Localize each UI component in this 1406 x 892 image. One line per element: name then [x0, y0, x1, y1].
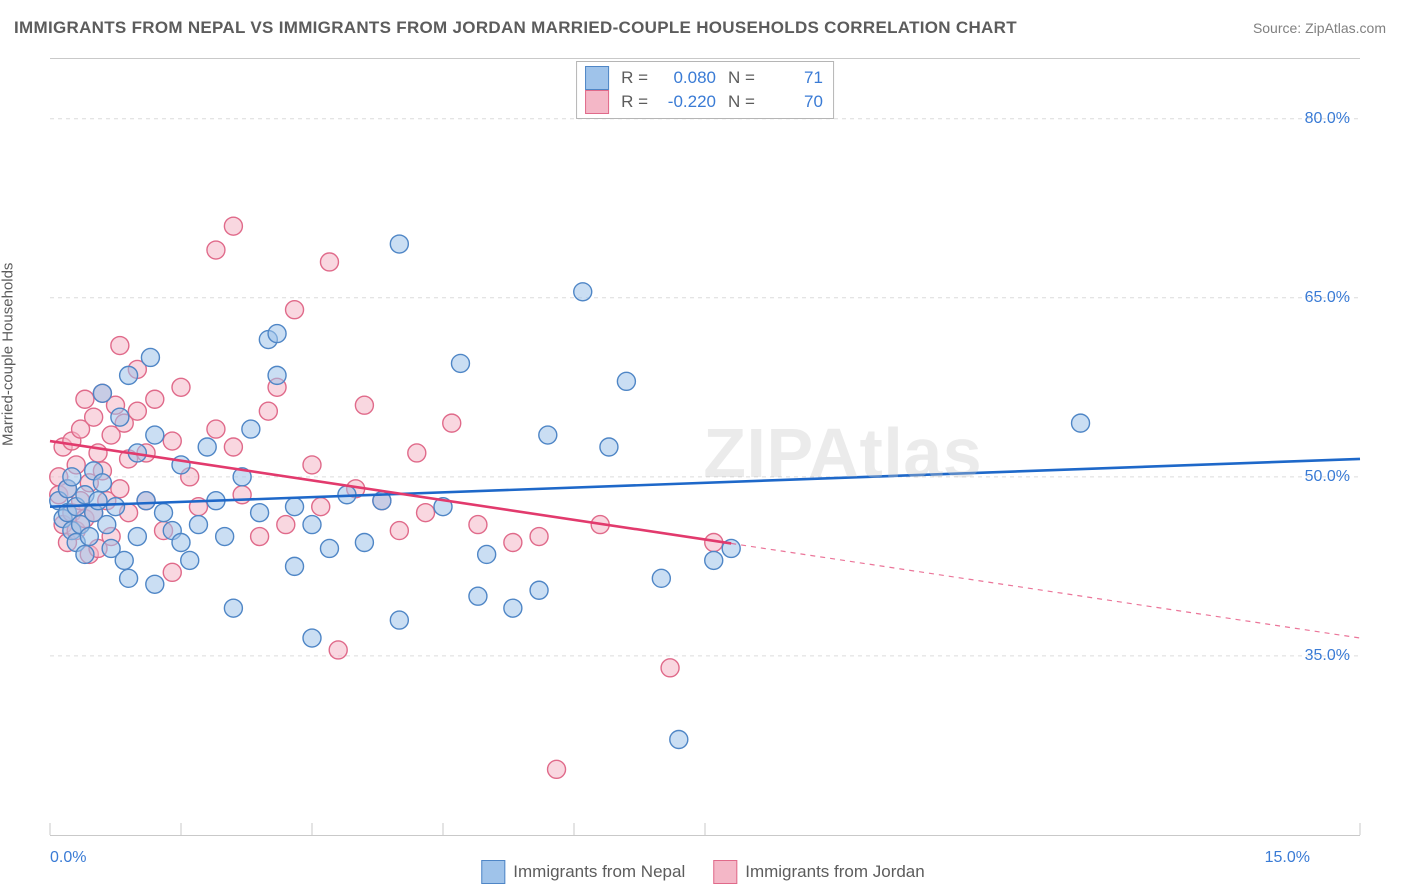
series-legend: Immigrants from Nepal Immigrants from Jo… [481, 860, 924, 884]
y-axis-label: Married-couple Households [0, 263, 17, 446]
swatch-jordan [713, 860, 737, 884]
y-tick-label: 65.0% [1305, 289, 1350, 307]
legend-item-nepal: Immigrants from Nepal [481, 860, 685, 884]
chart-container: IMMIGRANTS FROM NEPAL VS IMMIGRANTS FROM… [0, 0, 1406, 892]
legend-label-nepal: Immigrants from Nepal [513, 862, 685, 882]
plot-area: ZIPAtlas R = 0.080 N = 71 R = -0.220 N =… [50, 58, 1360, 836]
stat-r-nepal: 0.080 [656, 66, 716, 90]
stat-label-r: R = [621, 90, 648, 114]
stats-row-jordan: R = -0.220 N = 70 [585, 90, 823, 114]
swatch-nepal [585, 66, 609, 90]
y-tick-label: 80.0% [1305, 110, 1350, 128]
legend-label-jordan: Immigrants from Jordan [745, 862, 925, 882]
stat-r-jordan: -0.220 [656, 90, 716, 114]
stat-label-n: N = [728, 90, 755, 114]
x-tick-max: 15.0% [1265, 849, 1310, 867]
stat-label-r: R = [621, 66, 648, 90]
swatch-nepal [481, 860, 505, 884]
stat-label-n: N = [728, 66, 755, 90]
x-tick-min: 0.0% [50, 849, 86, 867]
stats-row-nepal: R = 0.080 N = 71 [585, 66, 823, 90]
legend-item-jordan: Immigrants from Jordan [713, 860, 925, 884]
stat-n-nepal: 71 [763, 66, 823, 90]
stat-n-jordan: 70 [763, 90, 823, 114]
y-tick-label: 35.0% [1305, 647, 1350, 665]
scatter-svg [50, 59, 1360, 835]
swatch-jordan [585, 90, 609, 114]
y-tick-label: 50.0% [1305, 468, 1350, 486]
chart-title: IMMIGRANTS FROM NEPAL VS IMMIGRANTS FROM… [14, 18, 1017, 38]
stats-legend: R = 0.080 N = 71 R = -0.220 N = 70 [576, 61, 834, 119]
source-attribution: Source: ZipAtlas.com [1253, 20, 1386, 36]
